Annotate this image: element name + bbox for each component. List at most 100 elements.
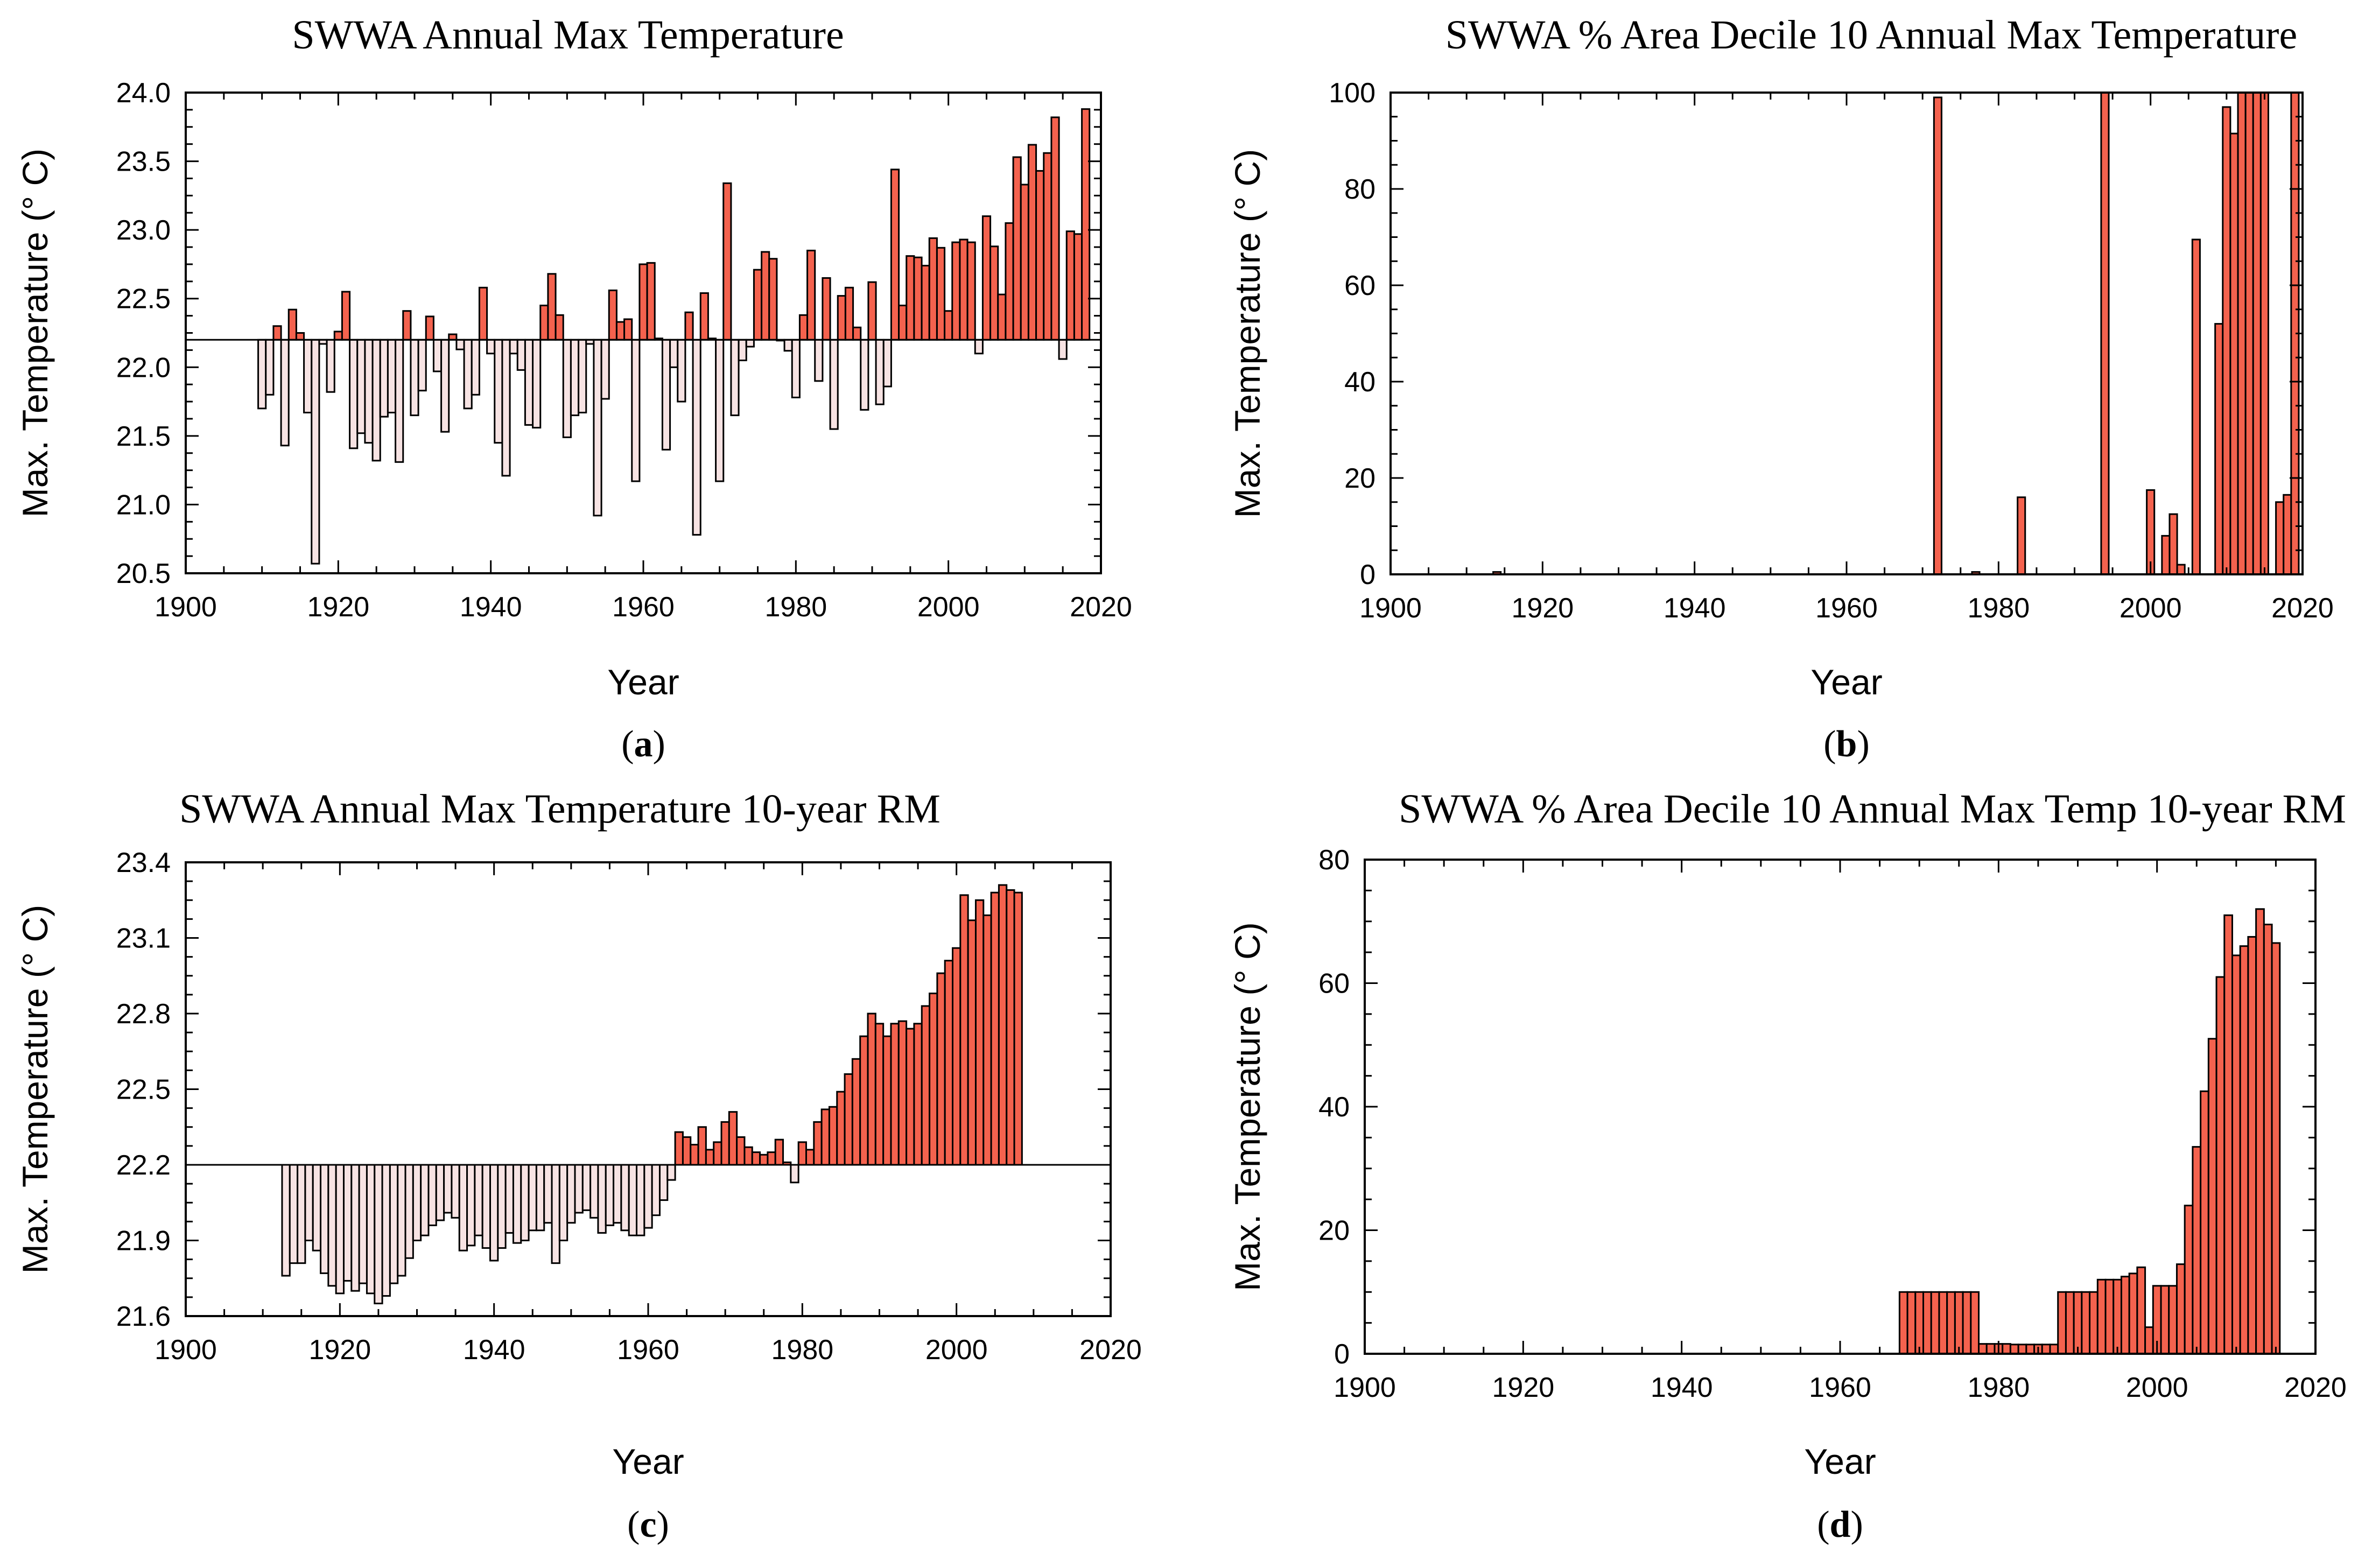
x-tick-label: 1920 — [307, 592, 369, 623]
bar — [1938, 1291, 1948, 1355]
bar — [289, 1164, 299, 1264]
y-tick-label: 20 — [1318, 1215, 1350, 1247]
y-tick-label: 21.0 — [116, 489, 171, 521]
bar — [928, 237, 938, 341]
bar — [539, 304, 549, 341]
bar — [2252, 92, 2262, 575]
bar — [1954, 1291, 1964, 1355]
x-tick-label: 1940 — [1664, 593, 1726, 624]
bar — [304, 1164, 314, 1241]
bar — [608, 289, 617, 341]
y-tick-label: 80 — [1344, 174, 1376, 205]
bar — [562, 339, 572, 438]
bar — [759, 1154, 769, 1166]
bar — [410, 339, 419, 417]
bar — [551, 1164, 560, 1264]
bar — [646, 262, 656, 341]
bar — [2192, 1146, 2202, 1355]
chart-title: SWWA Annual Max Temperature 10-year RM — [179, 786, 941, 832]
bar — [921, 1005, 931, 1166]
x-tick-label: 1940 — [460, 592, 522, 623]
panel-d: SWWA % Area Decile 10 Annual Max Temp 10… — [1227, 786, 2347, 1545]
bar — [1043, 152, 1052, 341]
x-tick-label: 1920 — [1511, 593, 1574, 624]
bar — [593, 339, 602, 517]
bar — [287, 308, 297, 341]
bar — [951, 241, 961, 341]
bar — [751, 1151, 761, 1166]
bar — [2041, 1344, 2051, 1355]
bar — [2214, 323, 2224, 575]
bar — [451, 1164, 460, 1219]
x-tick-label: 2020 — [1079, 1334, 1142, 1366]
bar — [350, 1164, 360, 1292]
plot-frame — [1364, 859, 2317, 1355]
bar — [528, 1164, 537, 1232]
bar — [2009, 1344, 2019, 1355]
y-tick-label: 60 — [1344, 270, 1376, 301]
bar — [555, 314, 564, 341]
bar — [651, 1164, 661, 1217]
y-tick-label: 20.5 — [116, 558, 171, 589]
bar — [913, 256, 923, 341]
y-tick-label: 21.9 — [116, 1226, 171, 1257]
y-tick-label: 40 — [1344, 367, 1376, 398]
x-tick-label: 1960 — [612, 592, 675, 623]
bar — [829, 339, 839, 430]
bar — [402, 310, 412, 341]
bar — [897, 1020, 908, 1166]
bar — [875, 339, 885, 405]
bar — [311, 339, 320, 565]
x-tick-label: 2020 — [2271, 593, 2334, 624]
bar — [509, 339, 518, 355]
bar — [1065, 230, 1075, 341]
x-tick-label: 1960 — [617, 1334, 679, 1366]
bar — [761, 251, 770, 341]
bar — [257, 339, 267, 410]
bar — [661, 339, 671, 451]
bar — [2104, 1278, 2115, 1355]
bar — [774, 1138, 784, 1166]
bar — [326, 339, 335, 393]
x-tick-label: 2020 — [2284, 1372, 2347, 1403]
bar — [512, 1164, 522, 1244]
bar — [2259, 92, 2269, 575]
bar — [524, 339, 534, 426]
bar — [2160, 1285, 2170, 1355]
bar — [882, 339, 892, 388]
bar — [297, 1164, 306, 1264]
bar — [959, 238, 969, 341]
bar — [504, 1164, 514, 1234]
bar — [520, 1164, 530, 1241]
x-axis-label: Year — [1804, 1442, 1876, 1481]
bar — [356, 339, 366, 434]
bar — [2247, 936, 2257, 1355]
bar — [2136, 1266, 2146, 1355]
bar — [813, 1121, 823, 1166]
bar — [272, 325, 282, 341]
bar — [623, 318, 633, 341]
bar — [921, 264, 930, 341]
bar — [1970, 1291, 1980, 1355]
y-axis-label: Max. Temperature (° C) — [1227, 922, 1267, 1291]
bar — [1081, 108, 1091, 341]
bar — [395, 339, 404, 463]
x-tick-label: 1980 — [764, 592, 827, 623]
x-tick-label: 1900 — [155, 1334, 217, 1366]
bar — [690, 1144, 699, 1166]
y-axis-label: Max. Temperature (° C) — [1227, 149, 1267, 518]
bar — [730, 339, 740, 417]
bar — [768, 258, 778, 341]
bar — [574, 1164, 584, 1214]
bar — [997, 293, 1007, 341]
bar — [674, 1131, 684, 1166]
bar — [844, 1073, 853, 1166]
bar — [722, 182, 732, 341]
bar — [2073, 1291, 2083, 1355]
plot-frame — [1389, 92, 2304, 575]
bar — [2049, 1344, 2059, 1355]
bar — [1985, 1343, 1996, 1355]
bar — [341, 291, 351, 341]
y-tick-label: 23.5 — [116, 146, 171, 178]
bar — [806, 249, 816, 341]
